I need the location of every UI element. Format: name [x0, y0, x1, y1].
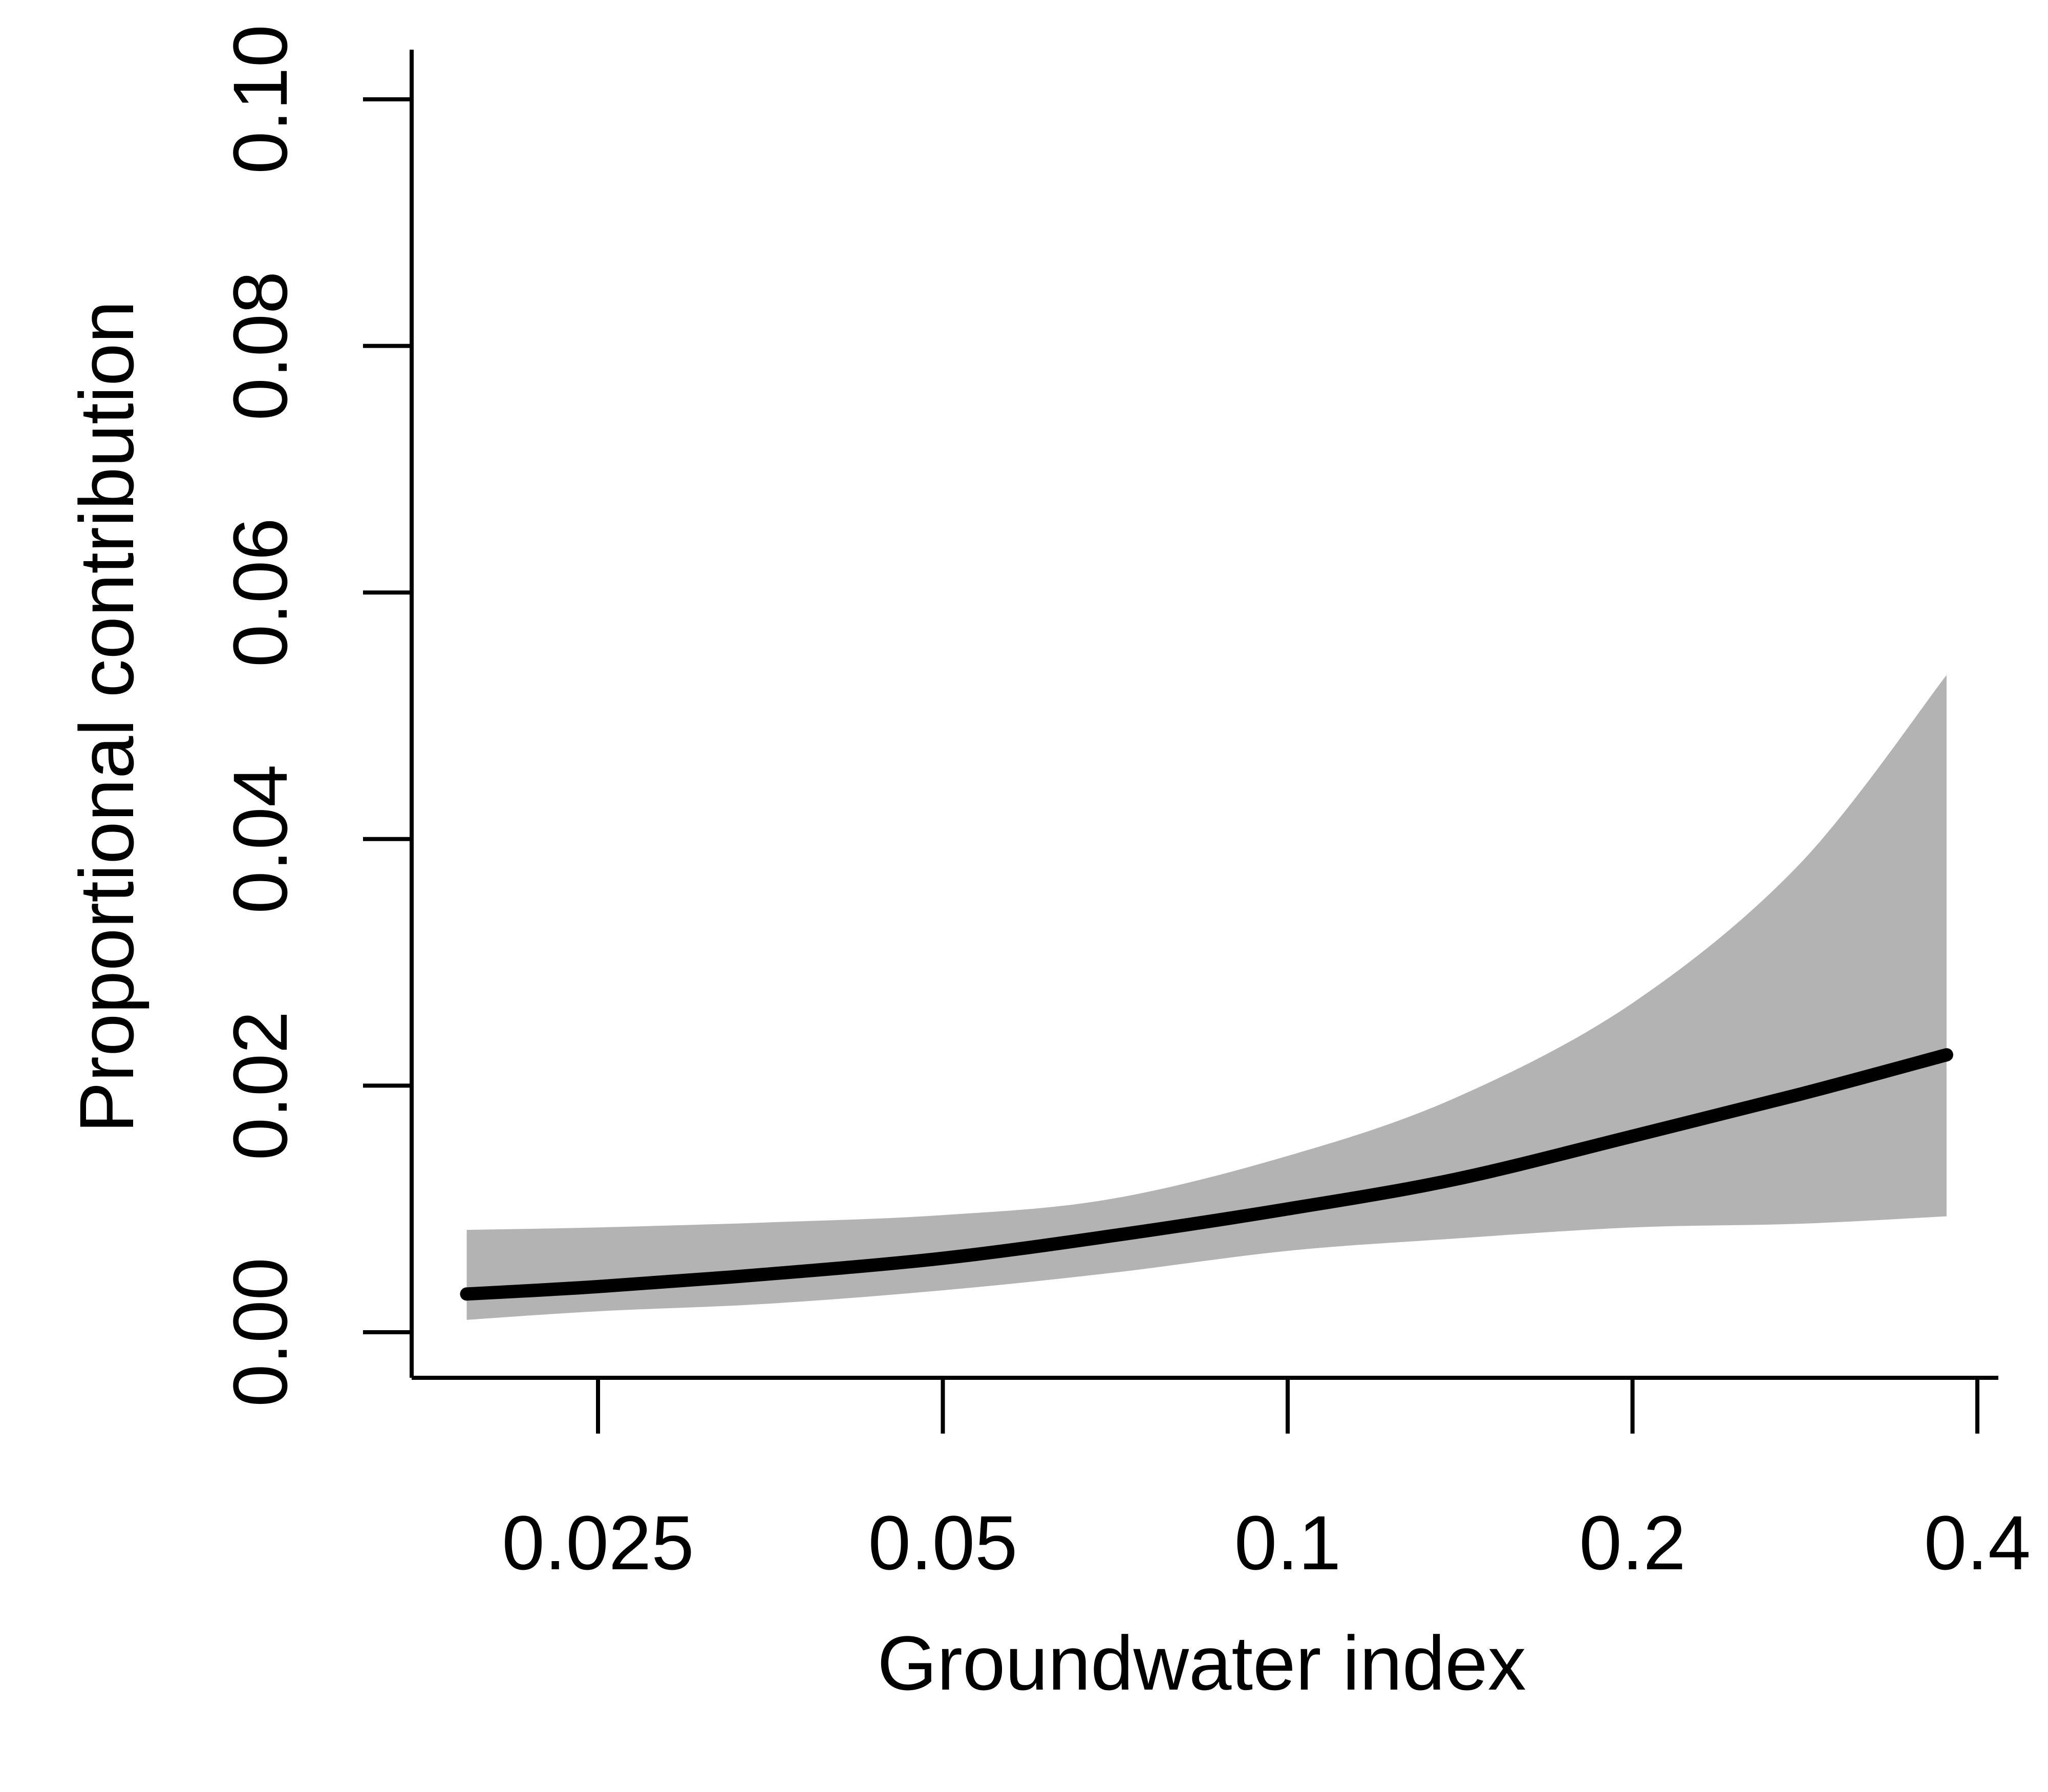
x-tick-label: 0.4 [1924, 1500, 2031, 1586]
confidence-band [466, 675, 1947, 1320]
y-tick-label: 0.10 [217, 25, 303, 174]
y-tick-label: 0.06 [217, 518, 303, 667]
x-axis-label: Groundwater index [877, 1620, 1526, 1706]
y-axis-label: Proportional contribution [63, 301, 150, 1133]
x-tick-label: 0.05 [868, 1500, 1018, 1586]
x-tick-label: 0.2 [1579, 1500, 1686, 1586]
mean-line [460, 1048, 1953, 1301]
x-tick-label: 0.025 [502, 1500, 694, 1586]
y-tick-label: 0.08 [217, 271, 303, 421]
y-tick-label: 0.00 [217, 1257, 303, 1407]
y-tick-label: 0.04 [217, 764, 303, 914]
y-tick-label: 0.02 [217, 1011, 303, 1160]
x-tick-label: 0.1 [1234, 1500, 1341, 1586]
